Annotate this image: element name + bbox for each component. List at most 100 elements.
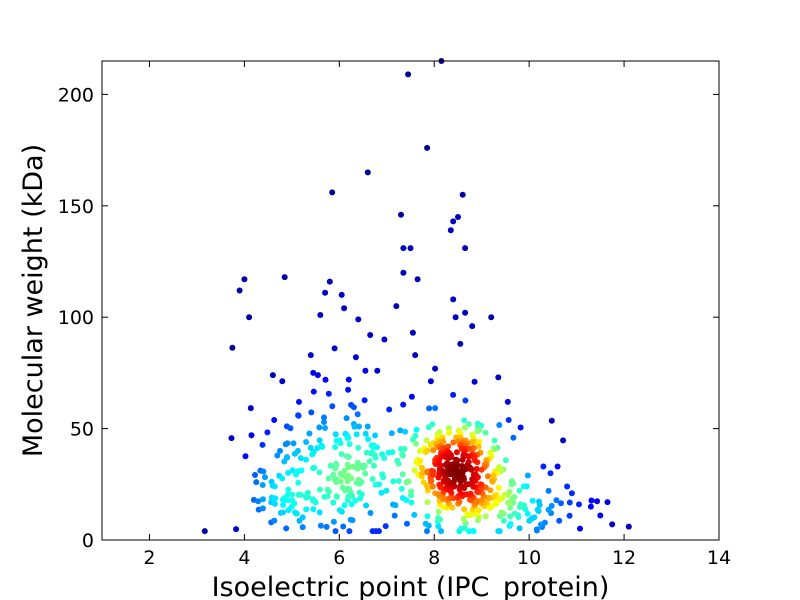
data-point xyxy=(364,169,371,176)
data-point xyxy=(322,376,329,383)
data-point xyxy=(438,528,445,535)
data-point xyxy=(354,459,361,466)
data-point xyxy=(330,471,337,478)
data-point xyxy=(469,439,476,446)
data-point xyxy=(297,455,304,462)
data-point xyxy=(474,428,481,435)
data-point xyxy=(411,467,418,474)
data-point xyxy=(372,454,379,461)
data-point xyxy=(424,513,431,520)
data-point xyxy=(345,472,352,479)
data-point xyxy=(413,426,420,433)
data-point xyxy=(435,523,442,530)
data-point xyxy=(459,456,466,463)
data-point xyxy=(408,499,415,506)
data-point xyxy=(272,495,279,502)
data-point xyxy=(577,525,583,532)
data-point xyxy=(241,276,248,283)
data-point xyxy=(310,496,317,503)
data-point xyxy=(545,506,552,513)
data-point xyxy=(447,227,454,234)
data-point xyxy=(401,445,408,452)
data-point xyxy=(372,481,379,488)
data-point xyxy=(252,472,258,478)
data-point xyxy=(407,245,414,252)
data-point xyxy=(419,464,425,471)
data-point xyxy=(381,336,388,343)
data-point xyxy=(345,493,352,500)
data-point xyxy=(461,525,468,531)
data-point xyxy=(362,430,369,437)
data-point xyxy=(430,447,437,454)
data-point xyxy=(356,489,363,496)
data-point xyxy=(339,484,346,491)
data-point xyxy=(242,453,249,460)
data-point xyxy=(520,483,527,490)
data-point xyxy=(478,466,485,473)
data-point xyxy=(337,478,344,485)
data-point xyxy=(356,423,362,430)
data-point xyxy=(297,491,304,498)
data-point xyxy=(343,415,350,422)
plot-area xyxy=(102,61,719,540)
data-point xyxy=(500,517,507,524)
data-point xyxy=(502,457,509,464)
data-point xyxy=(323,523,330,530)
data-point xyxy=(474,488,481,495)
data-point xyxy=(391,512,398,519)
data-point xyxy=(348,501,355,508)
data-point xyxy=(332,465,339,472)
data-point xyxy=(274,452,281,459)
data-point xyxy=(248,432,255,439)
data-point xyxy=(331,345,338,352)
data-point xyxy=(346,528,353,535)
data-point xyxy=(361,397,368,404)
data-point xyxy=(409,329,416,336)
data-point xyxy=(419,469,426,476)
data-point xyxy=(281,458,288,465)
data-point xyxy=(332,528,339,535)
data-point xyxy=(445,430,452,436)
data-point xyxy=(400,245,407,252)
y-tick-label: 150 xyxy=(58,196,94,218)
data-point xyxy=(604,499,611,506)
data-point xyxy=(372,432,379,439)
data-point xyxy=(403,497,410,504)
data-point xyxy=(504,398,511,405)
data-point xyxy=(324,486,331,493)
data-point xyxy=(534,506,541,513)
data-point xyxy=(363,502,370,509)
data-point xyxy=(484,473,491,480)
data-point xyxy=(470,471,477,478)
data-point xyxy=(351,423,358,430)
data-point xyxy=(365,436,372,443)
data-point xyxy=(425,424,432,431)
data-point xyxy=(299,514,306,521)
data-point xyxy=(496,465,503,472)
data-point xyxy=(229,344,236,351)
data-point xyxy=(537,521,544,528)
data-point xyxy=(285,469,292,476)
y-tick-label: 0 xyxy=(82,530,94,552)
x-tick-label: 2 xyxy=(143,547,155,569)
data-point xyxy=(303,456,309,463)
data-point xyxy=(440,438,447,445)
data-point xyxy=(411,511,418,518)
data-point xyxy=(516,504,523,511)
data-point xyxy=(505,417,512,423)
data-point xyxy=(445,477,451,484)
data-point xyxy=(454,468,461,475)
data-point xyxy=(259,505,266,512)
data-point xyxy=(536,498,542,505)
data-point xyxy=(253,479,260,486)
y-tick-label: 100 xyxy=(58,307,94,329)
data-point xyxy=(247,405,254,412)
data-point xyxy=(440,494,447,501)
data-point xyxy=(280,501,287,508)
data-point xyxy=(529,497,536,504)
data-point xyxy=(457,340,464,347)
data-point xyxy=(354,465,361,472)
data-point xyxy=(345,386,352,393)
data-point xyxy=(462,309,469,316)
